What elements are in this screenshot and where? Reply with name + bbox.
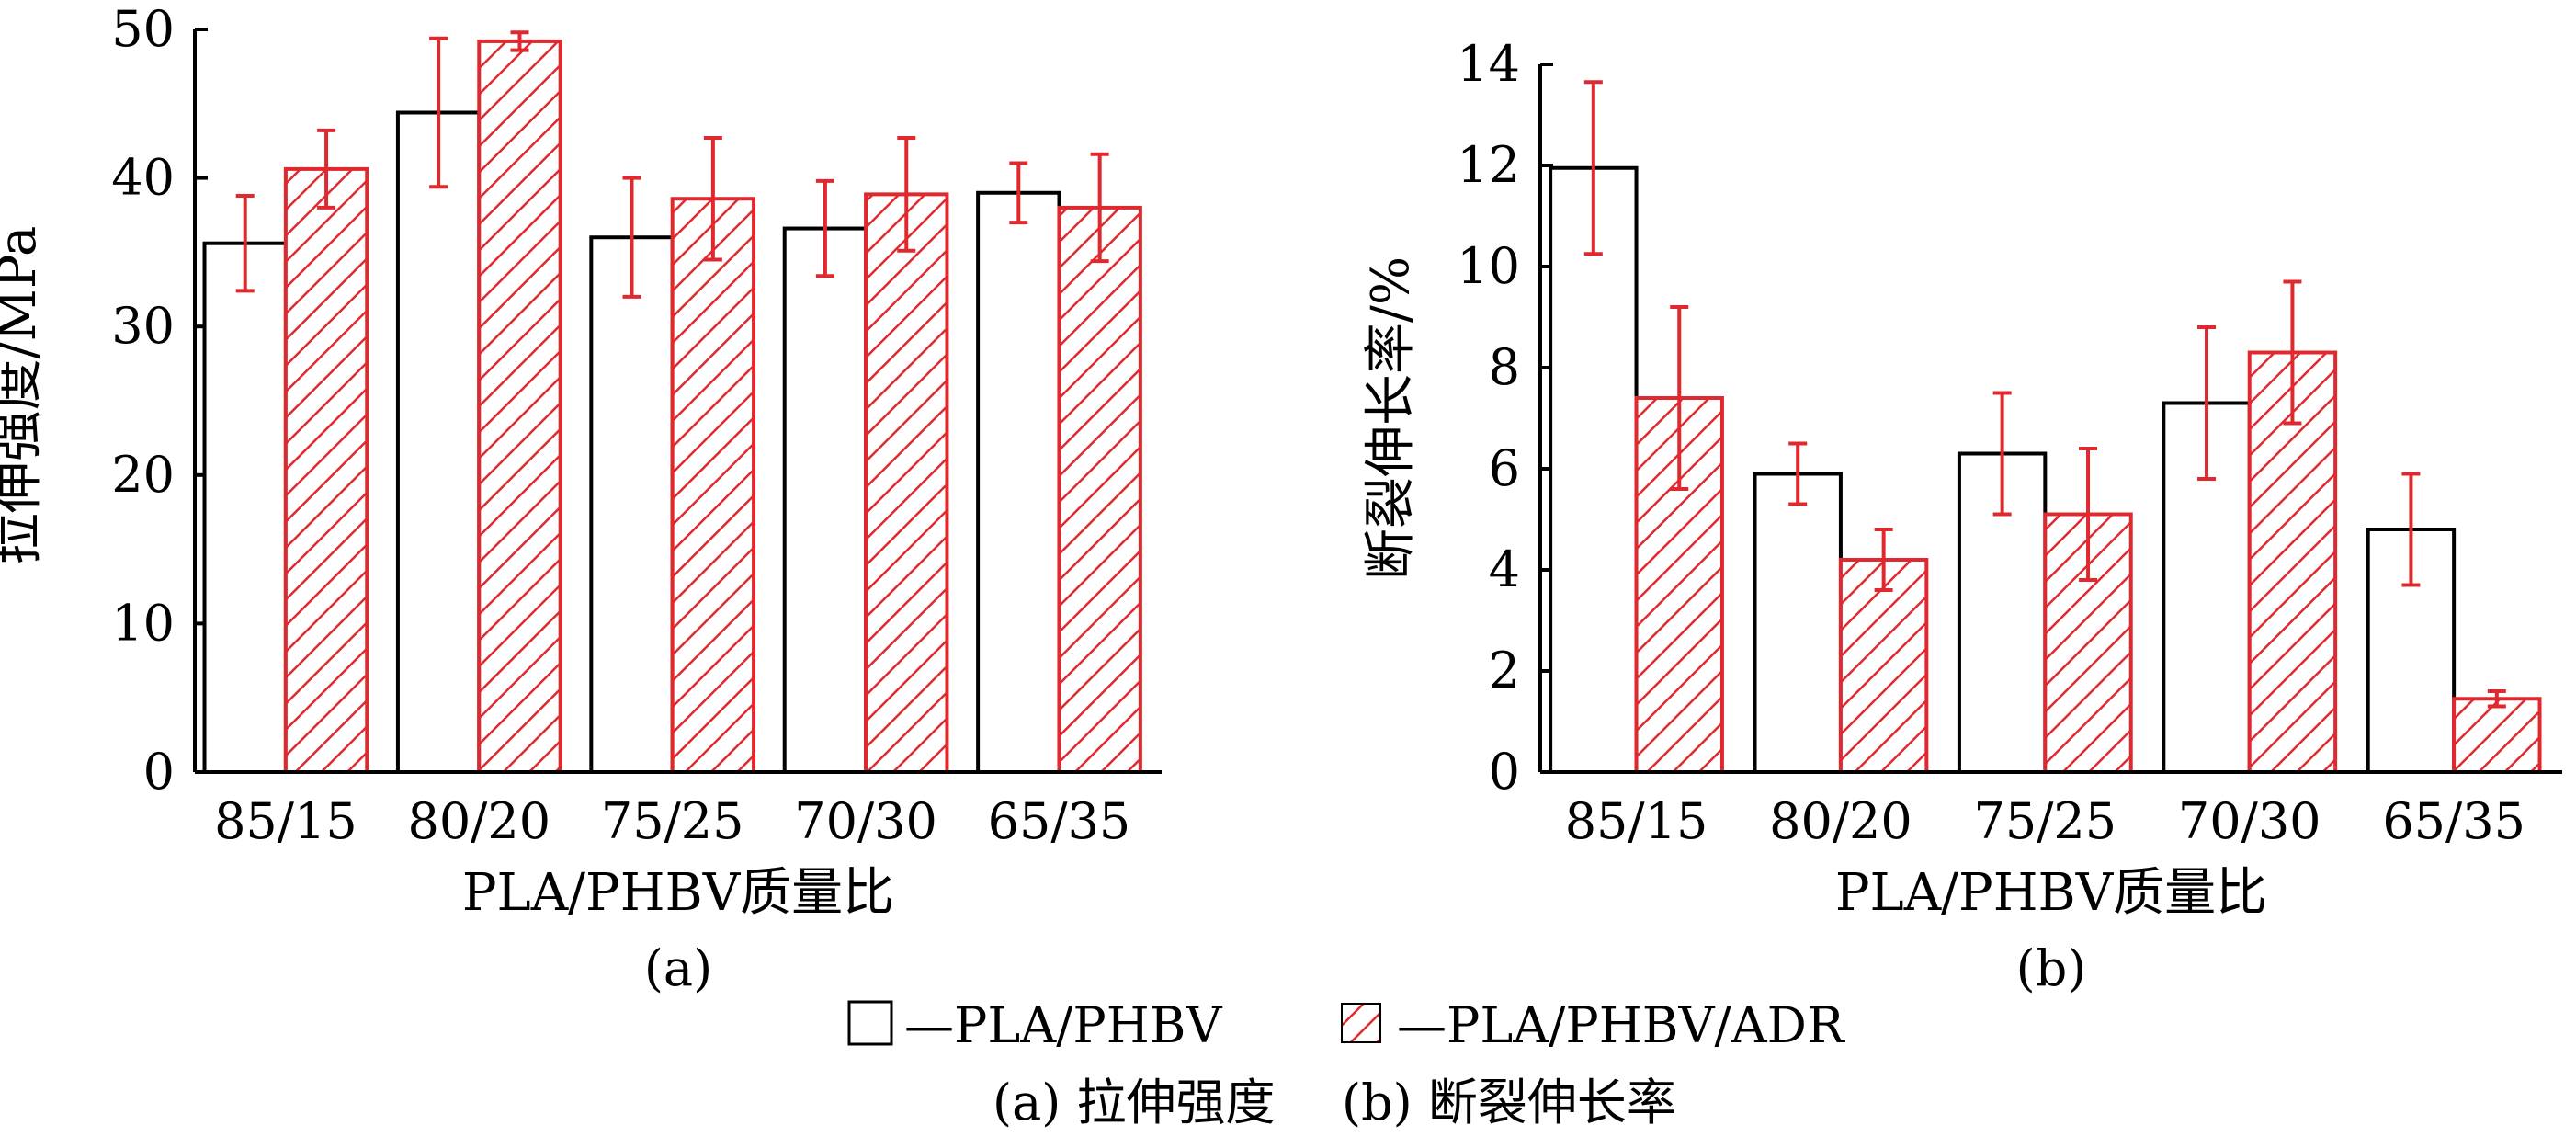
panel-b-x-tick-label: 65/35 bbox=[2382, 792, 2525, 850]
panel-a-y-tick-label: 10 bbox=[111, 594, 175, 652]
panel-b-error-bar bbox=[1992, 391, 2012, 517]
legend-label-open: —PLA/PHBV bbox=[904, 996, 1222, 1054]
legend: —PLA/PHBV —PLA/PHBV/ADR bbox=[847, 996, 1845, 1054]
panel-a-error-bar bbox=[510, 30, 529, 52]
panel-a-error-bar bbox=[703, 135, 722, 262]
legend-label-hatched: —PLA/PHBV/ADR bbox=[1397, 996, 1845, 1054]
panel-b-x-tick-label: 70/30 bbox=[2178, 792, 2321, 850]
panel-b-error-bar bbox=[2487, 689, 2506, 709]
panel-b-error-bar bbox=[2283, 279, 2302, 426]
panel-a-bar-base bbox=[782, 226, 868, 774]
panel-a-error-bar bbox=[897, 135, 916, 253]
panel-a-bar-adr bbox=[283, 166, 369, 775]
panel-a-bar-base bbox=[976, 190, 1061, 774]
panel-a-error-bar bbox=[1090, 152, 1109, 264]
panel-a-bars bbox=[202, 39, 1142, 775]
panel-a-x-ticks: 85/15 80/20 75/25 70/30 65/35 bbox=[214, 792, 1130, 850]
legend-swatch-open bbox=[847, 1000, 893, 1046]
panel-a-y-tick-label: 50 bbox=[111, 0, 175, 58]
panel-b-bar-adr bbox=[2452, 697, 2542, 774]
panel-b-error-bar bbox=[2079, 447, 2098, 582]
panel-b-y-tick-label: 2 bbox=[1489, 642, 1520, 699]
panel-b-x-tick-label: 85/15 bbox=[1565, 792, 1708, 850]
panel-a-chart: 0 10 20 30 40 50 85/15 80/20 75/25 70/30 65/35 拉伸… bbox=[0, 0, 1162, 997]
panel-a-bar-base bbox=[202, 241, 288, 775]
panel-a-bar-base bbox=[395, 110, 482, 775]
panel-b-y-tick-label: 12 bbox=[1457, 136, 1520, 194]
panel-b-x-tick-label: 75/25 bbox=[1974, 792, 2117, 850]
panel-a-x-tick-label: 75/25 bbox=[601, 792, 744, 850]
panel-a-x-tick-label: 70/30 bbox=[794, 792, 937, 850]
panel-b-y-axis-title: 断裂伸长率/% bbox=[1361, 256, 1421, 580]
panel-a-y-tick-label: 0 bbox=[143, 743, 175, 801]
panel-b-error-bar bbox=[1788, 441, 1808, 506]
panel-b-chart: 0 2 4 6 8 10 12 14 85/15 80/20 75/25 70/30 65/35 断裂… bbox=[1361, 35, 2562, 997]
panel-b-x-axis-title: PLA/PHBV质量比 bbox=[1835, 863, 2267, 923]
panel-a-error-bar bbox=[235, 193, 255, 293]
panel-a-bar-adr bbox=[1057, 205, 1142, 775]
panel-a-error-bar bbox=[429, 36, 448, 189]
panel-a-label: (a) bbox=[644, 939, 712, 997]
caption-part-b: (b) 断裂伸长率 bbox=[1342, 1074, 1676, 1131]
panel-a-error-bar bbox=[1009, 161, 1028, 225]
caption-part-a: (a) 拉伸强度 bbox=[993, 1074, 1276, 1131]
panel-b-y-ticks: 0 2 4 6 8 10 12 14 bbox=[1457, 35, 1553, 801]
panel-b-y-tick-label: 6 bbox=[1489, 439, 1520, 497]
panel-b-error-bar bbox=[2401, 472, 2421, 587]
figure-caption: (a) 拉伸强度 (b) 断裂伸长率 bbox=[993, 1074, 1676, 1131]
panel-a-y-tick-label: 30 bbox=[111, 297, 175, 355]
panel-a-y-tick-label: 40 bbox=[111, 149, 175, 207]
panel-a-bar-adr bbox=[670, 197, 756, 774]
panel-b-error-bar bbox=[2197, 325, 2217, 481]
panel-a-bar-base bbox=[589, 235, 675, 774]
panel-a-y-tick-label: 20 bbox=[111, 446, 175, 504]
panel-b-y-tick-label: 4 bbox=[1489, 540, 1520, 598]
panel-b-bar-base bbox=[1549, 165, 1639, 774]
panel-a-x-axis-title: PLA/PHBV质量比 bbox=[462, 863, 894, 923]
panel-a-x-tick-label: 80/20 bbox=[407, 792, 550, 850]
panel-b-label: (b) bbox=[2016, 939, 2087, 997]
panel-a-error-bars bbox=[235, 30, 1109, 299]
panel-a-y-axis-title: 拉伸强度/MPa bbox=[0, 226, 48, 565]
panel-a-error-bar bbox=[622, 176, 641, 299]
panel-b-error-bar bbox=[1583, 80, 1603, 256]
panel-a-bar-adr bbox=[477, 39, 562, 775]
panel-a-x-tick-label: 85/15 bbox=[214, 792, 357, 850]
panel-b-x-ticks: 85/15 80/20 75/25 70/30 65/35 bbox=[1565, 792, 2525, 850]
panel-a-error-bar bbox=[317, 128, 336, 210]
panel-b-y-tick-label: 0 bbox=[1489, 743, 1520, 801]
panel-b-error-bar bbox=[1874, 528, 1893, 592]
panel-b-error-bar bbox=[1670, 305, 1689, 491]
panel-b-bars bbox=[1549, 165, 2542, 774]
panel-b-bar-base bbox=[1753, 472, 1843, 774]
panel-b-x-tick-label: 80/20 bbox=[1769, 792, 1912, 850]
legend-swatch-hatched bbox=[1341, 1003, 1381, 1043]
panel-a-bar-adr bbox=[864, 192, 949, 775]
panel-b-y-tick-label: 8 bbox=[1489, 338, 1520, 396]
panel-b-y-tick-label: 14 bbox=[1457, 35, 1520, 93]
panel-a-y-ticks: 0 10 20 30 40 50 bbox=[111, 0, 208, 801]
panel-a-error-bar bbox=[815, 178, 834, 278]
panel-b-y-tick-label: 10 bbox=[1457, 237, 1520, 295]
panel-b-error-bars bbox=[1583, 80, 2506, 709]
panel-a-x-tick-label: 65/35 bbox=[988, 792, 1131, 850]
